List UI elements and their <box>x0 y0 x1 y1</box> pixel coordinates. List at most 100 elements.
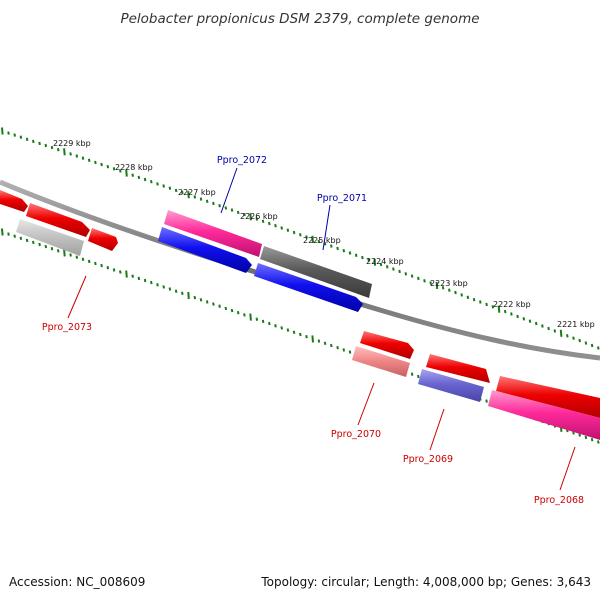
gene-label-ppro-2073[interactable]: Ppro_2073 <box>42 322 92 333</box>
gene-label-ppro-2071[interactable]: Ppro_2071 <box>317 193 367 204</box>
ruler-minor-tick <box>460 293 463 297</box>
ruler-major-tick <box>497 305 501 313</box>
gene-label-ppro-2069[interactable]: Ppro_2069 <box>403 454 453 465</box>
ruler-minor-tick <box>578 338 581 343</box>
ruler-minor-tick <box>323 242 327 246</box>
ruler-minor-tick <box>212 201 215 206</box>
ruler-minor-tick <box>454 290 457 295</box>
gene-feature-ppro-2068[interactable] <box>488 390 600 440</box>
gene-label-ppro-2070[interactable]: Ppro_2070 <box>331 429 381 440</box>
ruler-major-tick <box>1 127 4 135</box>
genome-summary-text: Topology: circular; Length: 4,008,000 bp… <box>260 575 591 589</box>
ruler-minor-tick <box>423 279 426 283</box>
ruler-label: 2223 kbp <box>430 279 468 288</box>
gene-feature[interactable] <box>360 331 414 359</box>
ruler-minor-tick <box>479 300 482 304</box>
ruler-minor-tick <box>578 433 581 437</box>
gene-feature-ppro-2069[interactable] <box>418 369 484 402</box>
ruler-minor-tick <box>25 238 29 243</box>
ruler-label: 2229 kbp <box>53 139 91 148</box>
gene-label-ppro-2072[interactable]: Ppro_2072 <box>217 155 267 166</box>
ruler-minor-tick <box>541 324 544 328</box>
ruler-minor-tick <box>361 255 364 260</box>
ruler-minor-tick <box>336 346 339 350</box>
ruler-minor-tick <box>174 289 178 293</box>
ruler-minor-tick <box>236 210 240 215</box>
ruler-minor-tick <box>566 334 569 338</box>
ruler-minor-tick <box>243 212 246 217</box>
ruler-minor-tick <box>168 287 172 291</box>
ruler-minor-tick <box>13 133 16 137</box>
ruler-minor-tick <box>441 286 445 290</box>
ruler-minor-tick <box>181 190 184 195</box>
gene-feature[interactable] <box>0 190 28 212</box>
ruler-minor-tick <box>193 295 197 300</box>
ruler-minor-tick <box>516 314 519 319</box>
accession-text: Accession: NC_008609 <box>9 575 145 589</box>
ruler-minor-tick <box>75 154 79 158</box>
gene-feature[interactable] <box>426 354 490 383</box>
ruler-major-tick <box>187 291 190 300</box>
ruler-minor-tick <box>38 242 41 247</box>
leader-ppro-2073 <box>67 275 87 319</box>
gene-feature[interactable] <box>88 228 118 251</box>
ruler-minor-tick <box>255 217 259 221</box>
leader-ppro-2068 <box>559 446 576 491</box>
gene-labels: Ppro_2072 Ppro_2071 Ppro_2073 Ppro_2070 … <box>42 155 584 506</box>
ruler-minor-tick <box>597 440 600 444</box>
ruler-minor-tick <box>342 249 346 253</box>
ruler-minor-tick <box>150 280 153 285</box>
ruler-minor-tick <box>274 324 277 328</box>
lower-strand-genes <box>16 219 600 440</box>
gene-feature-ppro-2070[interactable] <box>352 346 410 377</box>
ruler-minor-tick <box>56 249 60 253</box>
ruler-minor-tick <box>199 298 203 302</box>
gene-feature[interactable] <box>158 227 252 273</box>
gene-feature-ppro-2071[interactable] <box>260 246 372 298</box>
ruler-minor-tick <box>392 267 395 271</box>
ruler-minor-tick <box>485 399 488 403</box>
ruler-major-tick <box>63 148 66 156</box>
ruler-minor-tick <box>597 346 600 350</box>
gene-feature-ppro-2072[interactable] <box>164 210 262 257</box>
ruler-minor-tick <box>584 435 588 440</box>
ruler-minor-tick <box>230 208 234 212</box>
ruler-minor-tick <box>224 206 228 210</box>
ruler-major-tick <box>311 235 314 243</box>
ruler-minor-tick <box>336 246 339 251</box>
ruler-minor-tick <box>119 169 122 173</box>
ruler-major-tick <box>187 191 190 199</box>
ruler-minor-tick <box>317 339 321 343</box>
ruler-minor-tick <box>131 274 134 278</box>
gene-label-ppro-2068[interactable]: Ppro_2068 <box>534 495 584 506</box>
ruler-minor-tick <box>94 261 97 266</box>
ruler-major-tick <box>249 313 252 321</box>
ruler-major-tick <box>435 281 439 290</box>
ruler-minor-tick <box>348 350 352 354</box>
ruler-minor-tick <box>305 335 308 339</box>
ruler-minor-tick <box>299 233 302 237</box>
gene-feature[interactable] <box>254 263 363 312</box>
ruler-minor-tick <box>205 300 209 304</box>
gene-feature[interactable] <box>496 376 600 418</box>
ruler-minor-tick <box>137 276 141 281</box>
ruler-minor-tick <box>572 336 575 340</box>
gene-feature[interactable] <box>26 203 90 237</box>
leader-ppro-2072 <box>220 167 238 214</box>
ruler-major-tick <box>559 329 563 337</box>
ruler-minor-tick <box>119 270 122 274</box>
ruler-minor-tick <box>330 343 333 348</box>
ruler-major-tick <box>1 228 4 236</box>
ruler-minor-tick <box>398 269 401 274</box>
ruler-minor-tick <box>261 219 265 223</box>
ruler-minor-tick <box>354 253 358 257</box>
gene-feature-ppro-2073[interactable] <box>16 219 84 256</box>
upper-strand-genes <box>0 190 600 418</box>
ruler-minor-tick <box>81 156 85 160</box>
ruler-minor-tick <box>19 236 23 240</box>
ruler-minor-tick <box>472 298 476 302</box>
ruler-upper-track <box>1 127 600 350</box>
ruler-minor-tick <box>584 341 588 345</box>
ruler-minor-tick <box>491 305 495 309</box>
ruler-minor-tick <box>75 255 79 259</box>
